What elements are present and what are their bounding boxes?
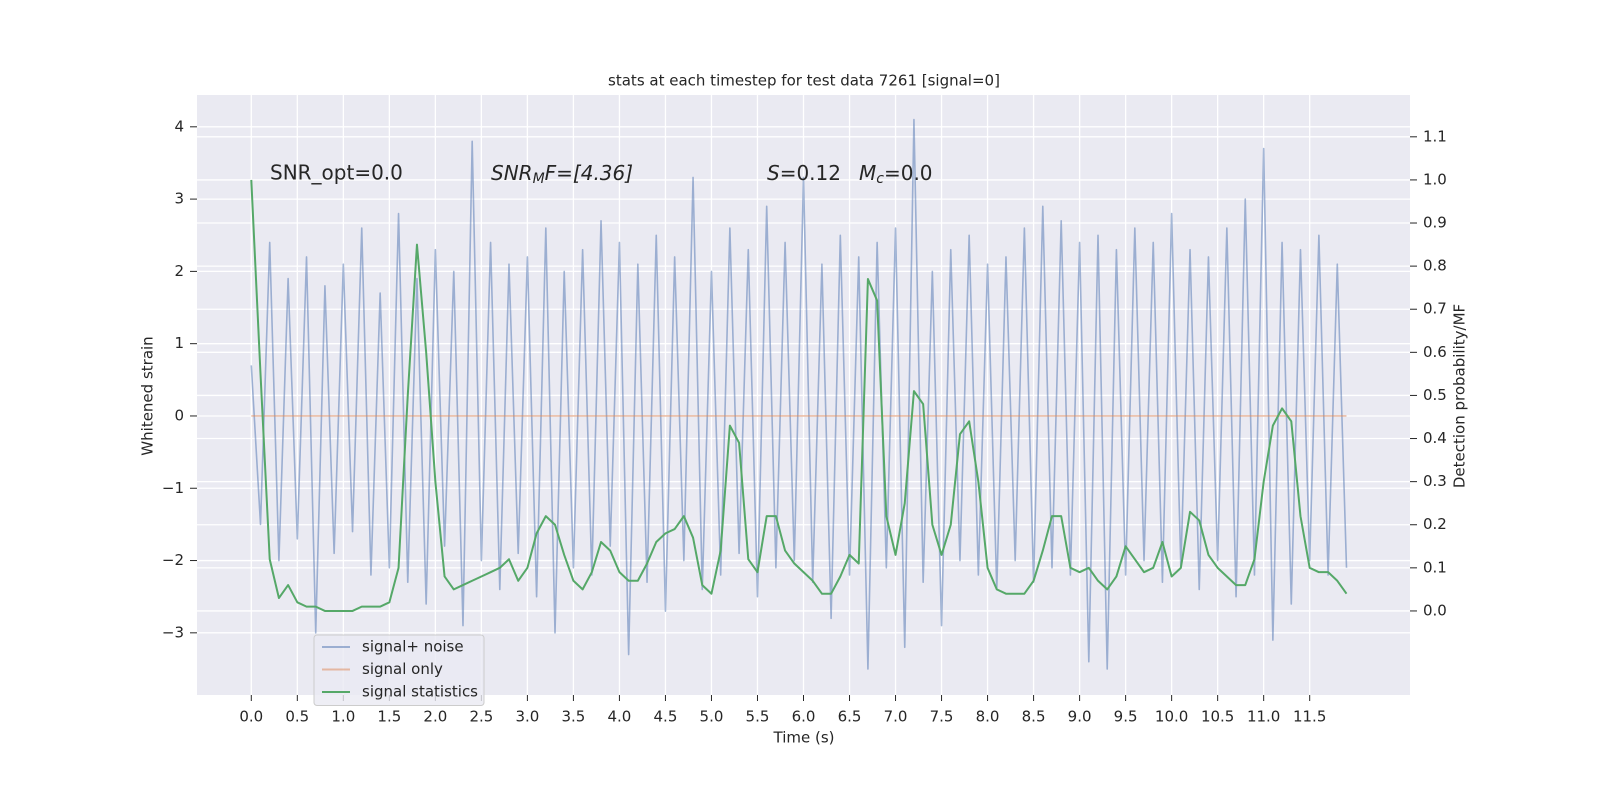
annotation-part: S bbox=[767, 161, 780, 185]
y2-tick-label: 0.0 bbox=[1423, 601, 1447, 619]
y-tick-label: −3 bbox=[162, 623, 184, 641]
y2-tick-label: 0.1 bbox=[1423, 558, 1447, 576]
annotation: SNRMF=[4.36] bbox=[491, 161, 633, 188]
series-line bbox=[250, 179, 1348, 612]
annotation-part: SNR bbox=[491, 161, 533, 185]
annotation-part: F=[4.36] bbox=[545, 161, 633, 185]
x-tick-label: 10.0 bbox=[1155, 708, 1188, 726]
x-tick-label: 3.0 bbox=[515, 708, 539, 726]
y2-tick-label: 0.7 bbox=[1423, 300, 1447, 318]
y2-axis-label: Detection probability/MF bbox=[1451, 304, 1469, 488]
lines bbox=[250, 118, 1348, 670]
series-line bbox=[250, 118, 1348, 670]
y2-tick-label: 0.3 bbox=[1423, 472, 1447, 490]
x-tick-label: 9.0 bbox=[1068, 708, 1092, 726]
legend-label: signal+ noise bbox=[362, 638, 464, 656]
y2-tick-label: 0.5 bbox=[1423, 386, 1447, 404]
y-tick-label: 0 bbox=[174, 406, 184, 424]
x-tick-label: 5.0 bbox=[700, 708, 724, 726]
annotation: S=0.12 bbox=[767, 161, 841, 185]
annotation-sub: c bbox=[876, 171, 884, 187]
x-axis-label: Time (s) bbox=[773, 729, 835, 747]
x-tick-label: 0.5 bbox=[285, 708, 309, 726]
x-tick-label: 10.5 bbox=[1201, 708, 1234, 726]
y2-tick-label: 1.0 bbox=[1423, 170, 1447, 188]
annotation: SNR_opt=0.0 bbox=[270, 161, 403, 185]
x-tick-label: 6.5 bbox=[838, 708, 862, 726]
x-tick-label: 4.5 bbox=[654, 708, 678, 726]
y2-tick-label: 0.4 bbox=[1423, 429, 1447, 447]
legend-label: signal only bbox=[362, 660, 443, 678]
chart-title: stats at each timestep for test data 726… bbox=[608, 72, 1000, 90]
x-tick-label: 8.5 bbox=[1022, 708, 1046, 726]
y2-tick-label: 0.8 bbox=[1423, 257, 1447, 275]
x-tick-label: 1.0 bbox=[331, 708, 355, 726]
y2-tick-label: 1.1 bbox=[1423, 127, 1447, 145]
x-tick-label: 9.5 bbox=[1114, 708, 1138, 726]
y2-tick-label: 0.9 bbox=[1423, 214, 1447, 232]
annotation-sub: M bbox=[533, 171, 545, 187]
y-tick-label: −1 bbox=[162, 479, 184, 497]
x-tick-label: 11.0 bbox=[1247, 708, 1280, 726]
legend-label: signal statistics bbox=[362, 683, 478, 701]
annotation-part: =0.0 bbox=[884, 161, 933, 185]
x-tick-label: 7.0 bbox=[884, 708, 908, 726]
x-tick-label: 11.5 bbox=[1293, 708, 1326, 726]
x-tick-label: 0.0 bbox=[239, 708, 263, 726]
y-tick-label: 3 bbox=[174, 190, 184, 208]
annotations: SNR_opt=0.0 SNRMF=[4.36] S=0.12 Mc=0.0 bbox=[270, 161, 933, 188]
y-tick-label: 2 bbox=[174, 262, 184, 280]
y2-tick-label: 0.2 bbox=[1423, 515, 1447, 533]
x-tick-label: 8.0 bbox=[976, 708, 1000, 726]
y-tick-label: 1 bbox=[174, 334, 184, 352]
legend: signal+ noise signal only signal statistic… bbox=[313, 634, 485, 706]
x-tick-label: 5.5 bbox=[746, 708, 770, 726]
x-tick-label: 3.5 bbox=[561, 708, 585, 726]
annotation: Mc=0.0 bbox=[859, 161, 933, 188]
x-tick-label: 1.5 bbox=[377, 708, 401, 726]
annotation-part: M bbox=[859, 161, 876, 185]
annotation-part: =0.12 bbox=[780, 161, 841, 185]
x-tick-label: 2.0 bbox=[423, 708, 447, 726]
x-tick-label: 4.0 bbox=[608, 708, 632, 726]
y-axis-label: Whitened strain bbox=[139, 336, 157, 455]
y2-tick-label: 0.6 bbox=[1423, 343, 1447, 361]
x-tick-label: 6.0 bbox=[792, 708, 816, 726]
y-tick-label: −2 bbox=[162, 551, 184, 569]
legend-box bbox=[313, 634, 485, 706]
x-tick-label: 7.5 bbox=[930, 708, 954, 726]
x-tick-label: 2.5 bbox=[469, 708, 493, 726]
y-tick-label: 4 bbox=[174, 117, 184, 135]
